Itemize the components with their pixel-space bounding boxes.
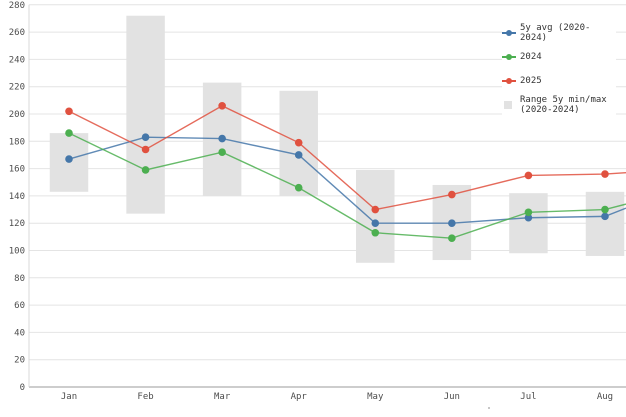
point-2024-may[interactable] xyxy=(371,228,380,237)
legend-marker-2024-icon xyxy=(502,54,520,60)
point-5y-avg-2020-2024-jan[interactable] xyxy=(65,155,73,163)
y-tick-label-260: 260 xyxy=(9,28,25,38)
y-tick-label-0: 0 xyxy=(20,383,25,393)
legend-marker-2025-icon xyxy=(502,78,520,84)
legend-item-range[interactable]: Range 5y min/max (2020-2024) xyxy=(502,93,616,117)
y-tick-label-240: 240 xyxy=(9,55,25,65)
point-5y-avg-2020-2024-aug[interactable] xyxy=(601,212,609,221)
stray-dot xyxy=(488,407,490,409)
x-tick-label-feb: Feb xyxy=(137,392,153,402)
point-2024-jul[interactable] xyxy=(524,208,533,217)
legend-label-range: Range 5y min/max (2020-2024) xyxy=(520,94,607,116)
legend-label-5y-avg: 5y avg (2020-2024) xyxy=(520,22,591,44)
point-2024-jan[interactable] xyxy=(65,129,73,137)
y-tick-label-200: 200 xyxy=(9,110,25,120)
point-2025-jul[interactable] xyxy=(524,171,533,180)
x-tick-label-mar: Mar xyxy=(214,392,231,402)
point-5y-avg-2020-2024-jul[interactable] xyxy=(524,213,533,222)
y-tick-label-140: 140 xyxy=(9,192,25,202)
point-2025-jun[interactable] xyxy=(448,190,456,199)
legend-marker-5y-avg-icon xyxy=(502,30,520,36)
x-tick-label-jul: Jul xyxy=(520,392,536,402)
point-5y-avg-2020-2024-apr[interactable] xyxy=(294,151,303,159)
point-2025-may[interactable] xyxy=(371,205,380,214)
point-2024-jun[interactable] xyxy=(448,234,456,243)
y-tick-label-120: 120 xyxy=(9,219,25,229)
x-tick-label-apr: Apr xyxy=(291,392,308,402)
point-2024-mar[interactable] xyxy=(218,148,226,157)
y-tick-label-80: 80 xyxy=(14,274,25,284)
point-2024-feb[interactable] xyxy=(141,166,150,174)
point-5y-avg-2020-2024-feb[interactable] xyxy=(141,133,150,142)
range-bar-jul[interactable] xyxy=(509,193,548,254)
x-tick-label-jan: Jan xyxy=(61,392,77,402)
point-2025-apr[interactable] xyxy=(294,138,303,147)
point-2025-mar[interactable] xyxy=(218,102,226,110)
legend-item-2025[interactable]: 2025 xyxy=(502,69,616,93)
x-tick-label-aug: Aug xyxy=(597,392,613,402)
point-2025-aug[interactable] xyxy=(601,170,609,178)
point-2024-aug[interactable] xyxy=(601,205,609,214)
y-tick-label-60: 60 xyxy=(14,301,25,311)
y-tick-label-280: 280 xyxy=(9,1,25,11)
legend-label-2024: 2024 xyxy=(520,51,542,62)
x-tick-label-may: May xyxy=(367,392,384,402)
point-2025-feb[interactable] xyxy=(141,145,150,154)
legend: 5y avg (2020-2024) 2024 2025 Range 5y mi… xyxy=(502,21,616,117)
range-bar-aug[interactable] xyxy=(585,191,625,256)
range-bar-may[interactable] xyxy=(356,169,395,263)
point-2024-apr[interactable] xyxy=(294,183,303,192)
legend-item-5y-avg[interactable]: 5y avg (2020-2024) xyxy=(502,21,616,45)
point-5y-avg-2020-2024-jun[interactable] xyxy=(448,219,456,227)
x-tick-label-jun: Jun xyxy=(444,392,460,402)
point-2025-jan[interactable] xyxy=(65,107,73,116)
y-tick-label-20: 20 xyxy=(14,356,25,366)
y-tick-label-180: 180 xyxy=(9,137,25,147)
point-5y-avg-2020-2024-mar[interactable] xyxy=(218,134,226,143)
y-tick-label-160: 160 xyxy=(9,165,25,175)
y-tick-label-220: 220 xyxy=(9,83,25,93)
legend-label-2025: 2025 xyxy=(520,75,542,86)
y-tick-label-40: 40 xyxy=(14,328,25,338)
y-tick-label-100: 100 xyxy=(9,247,25,257)
legend-item-2024[interactable]: 2024 xyxy=(502,45,616,69)
legend-marker-range-icon xyxy=(502,101,520,109)
range-bar-feb[interactable] xyxy=(126,15,165,214)
point-5y-avg-2020-2024-may[interactable] xyxy=(371,219,380,227)
